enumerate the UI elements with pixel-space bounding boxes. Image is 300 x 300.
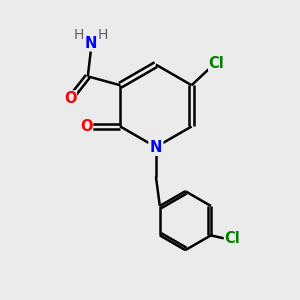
- Text: Cl: Cl: [224, 231, 240, 246]
- Text: O: O: [64, 91, 76, 106]
- Text: H: H: [98, 28, 108, 42]
- Text: O: O: [80, 119, 93, 134]
- Text: N: N: [85, 36, 97, 51]
- Text: N: N: [150, 140, 162, 154]
- Text: Cl: Cl: [209, 56, 224, 70]
- Text: H: H: [73, 28, 84, 42]
